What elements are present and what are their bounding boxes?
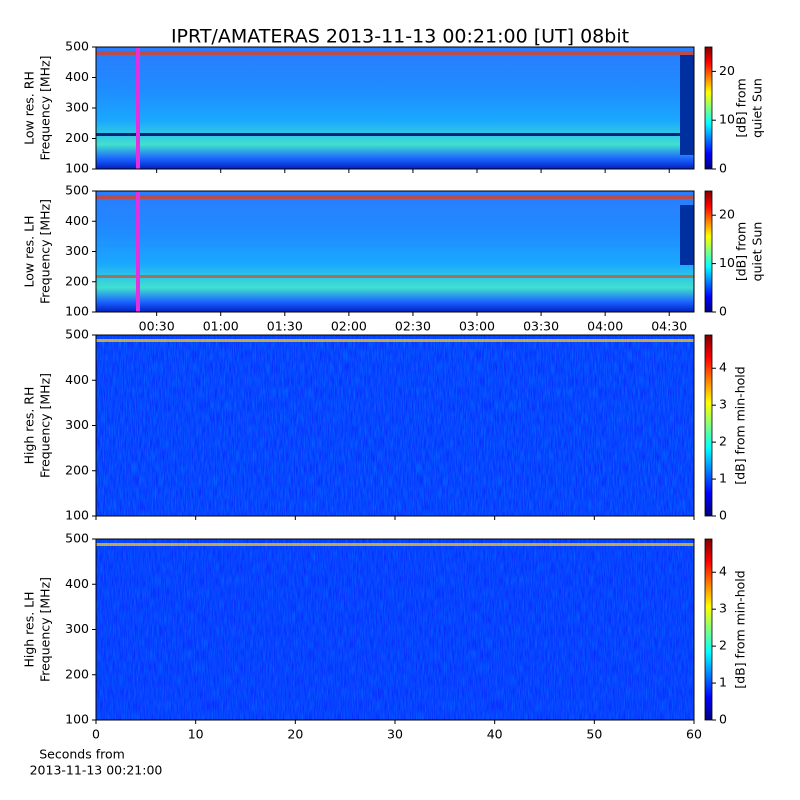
colorbar-tick-label: 0 <box>719 304 727 319</box>
colorbar-tick-label: 4 <box>719 564 727 579</box>
y-tick-label: 500 <box>65 327 89 342</box>
colorbar-label: [dB] from <box>734 78 749 137</box>
colorbar-label: [dB] from <box>734 222 749 281</box>
y-axis-label: Frequency [MHz] <box>38 199 53 304</box>
colorbar <box>704 334 713 517</box>
colorbar-tick-label: 1 <box>719 471 727 486</box>
y-tick-label: 400 <box>65 576 89 591</box>
colorbar-label: [dB] from min-hold <box>733 570 748 688</box>
x-axis-label: 2013-11-13 00:21:00 <box>30 763 163 778</box>
x-tick-label: 30 <box>387 727 403 742</box>
colorbar-tick-label: 20 <box>719 207 735 222</box>
colorbar-label: quiet Sun <box>750 222 765 282</box>
x-tick-label: 40 <box>487 727 503 742</box>
colorbar-tick-label: 2 <box>719 434 727 449</box>
colorbar <box>704 46 713 170</box>
heatmap-decoration <box>96 47 694 720</box>
colorbar-label: [dB] from min-hold <box>733 366 748 484</box>
colorbar-tick-label: 4 <box>719 360 727 375</box>
y-axis-label: Low res. RH <box>22 71 37 145</box>
y-tick-label: 300 <box>65 417 89 432</box>
y-tick-label: 400 <box>65 69 89 84</box>
colorbar-tick-label: 1 <box>719 675 727 690</box>
y-tick-label: 300 <box>65 621 89 636</box>
y-tick-label: 500 <box>65 39 89 54</box>
x-tick-label: 0 <box>92 727 100 742</box>
y-tick-label: 200 <box>65 666 89 681</box>
x-tick-label: 03:00 <box>459 319 495 334</box>
y-axis-label: Frequency [MHz] <box>38 373 53 478</box>
x-tick-label: 04:00 <box>587 319 623 334</box>
colorbar <box>704 190 713 313</box>
y-tick-label: 400 <box>65 372 89 387</box>
chart-title: IPRT/AMATERAS 2013-11-13 00:21:00 [UT] 0… <box>171 26 629 48</box>
x-tick-label: 01:00 <box>203 319 239 334</box>
colorbar-tick-label: 0 <box>719 712 727 727</box>
x-tick-label: 02:00 <box>331 319 367 334</box>
x-tick-label: 02:30 <box>395 319 431 334</box>
colorbar-label: quiet Sun <box>750 78 765 138</box>
x-tick-label: 50 <box>586 727 602 742</box>
y-tick-label: 300 <box>65 243 89 258</box>
colorbar-tick-label: 20 <box>719 63 735 78</box>
y-tick-label: 500 <box>65 531 89 546</box>
y-tick-label: 200 <box>65 130 89 145</box>
y-tick-label: 100 <box>65 508 89 523</box>
colorbar-tick-label: 3 <box>719 601 727 616</box>
colorbar-tick-label: 0 <box>719 161 727 176</box>
y-axis-label: High res. RH <box>22 387 37 465</box>
y-tick-label: 400 <box>65 213 89 228</box>
colorbar-tick-label: 0 <box>719 508 727 523</box>
colorbar-tick-label: 10 <box>719 112 735 127</box>
y-axis-label: High res. LH <box>22 591 37 667</box>
y-tick-label: 200 <box>65 273 89 288</box>
y-axis-label: Low res. LH <box>22 216 37 288</box>
y-axis-label: Frequency [MHz] <box>38 577 53 682</box>
x-tick-label: 04:30 <box>651 319 687 334</box>
x-tick-label: 01:30 <box>267 319 303 334</box>
colorbar-tick-label: 2 <box>719 638 727 653</box>
x-tick-label: 10 <box>188 727 204 742</box>
y-axis-label: Frequency [MHz] <box>38 55 53 160</box>
x-tick-label: 60 <box>686 727 702 742</box>
x-tick-label: 03:30 <box>523 319 559 334</box>
y-tick-label: 500 <box>65 183 89 198</box>
colorbar-tick-label: 10 <box>719 255 735 270</box>
y-tick-label: 100 <box>65 712 89 727</box>
y-tick-label: 200 <box>65 462 89 477</box>
y-tick-label: 100 <box>65 304 89 319</box>
y-tick-label: 300 <box>65 100 89 115</box>
colorbar-tick-label: 3 <box>719 397 727 412</box>
x-tick-label: 20 <box>287 727 303 742</box>
colorbar <box>704 538 713 721</box>
x-axis-label: Seconds from <box>39 747 125 762</box>
x-tick-label: 00:30 <box>139 319 175 334</box>
y-tick-label: 100 <box>65 161 89 176</box>
